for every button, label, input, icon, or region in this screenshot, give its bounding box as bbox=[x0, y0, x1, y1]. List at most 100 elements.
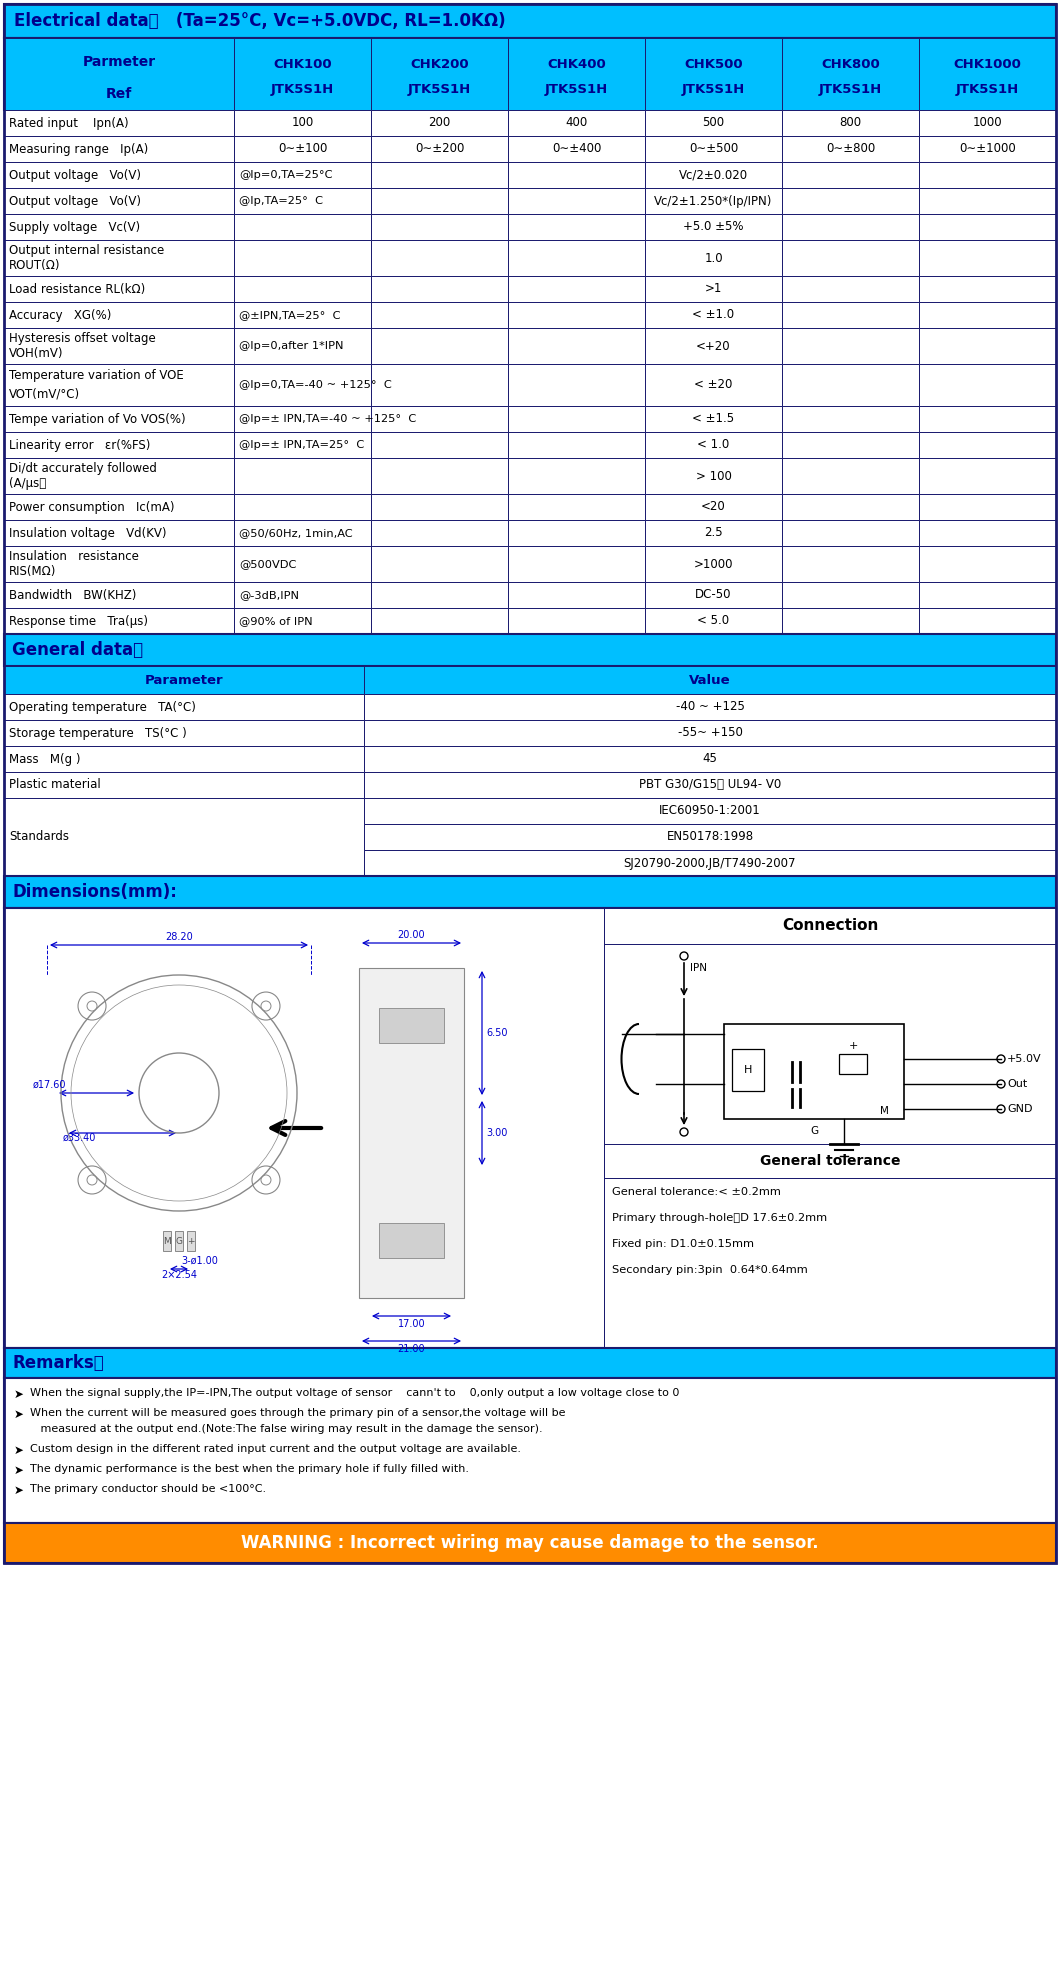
Text: (A/μs）: (A/μs） bbox=[8, 477, 47, 490]
Text: Power consumption   Ic(mA): Power consumption Ic(mA) bbox=[8, 500, 175, 514]
Text: Measuring range   Ip(A): Measuring range Ip(A) bbox=[8, 143, 148, 155]
Text: ➤: ➤ bbox=[14, 1483, 24, 1497]
Bar bbox=[782, 277, 919, 302]
Bar bbox=[644, 239, 782, 277]
Bar bbox=[782, 37, 919, 110]
Bar bbox=[4, 746, 1056, 771]
Bar bbox=[234, 37, 371, 110]
Bar bbox=[508, 188, 644, 214]
Text: 0∼±400: 0∼±400 bbox=[552, 143, 601, 155]
Text: CHK400: CHK400 bbox=[547, 57, 606, 71]
Text: >1: >1 bbox=[705, 283, 722, 296]
Bar bbox=[364, 824, 1056, 850]
Bar bbox=[919, 520, 1056, 545]
Text: Mass   M(g ): Mass M(g ) bbox=[8, 753, 81, 765]
Text: Value: Value bbox=[689, 673, 730, 687]
Bar bbox=[371, 494, 508, 520]
Bar bbox=[508, 494, 644, 520]
Bar bbox=[4, 135, 234, 163]
Bar bbox=[919, 135, 1056, 163]
Bar bbox=[782, 432, 919, 457]
Bar bbox=[234, 135, 371, 163]
Text: 0∼±1000: 0∼±1000 bbox=[959, 143, 1015, 155]
Bar bbox=[4, 37, 234, 110]
Bar bbox=[4, 110, 234, 135]
Text: 500: 500 bbox=[703, 116, 725, 129]
Text: GND: GND bbox=[1007, 1105, 1032, 1114]
Bar bbox=[4, 875, 1056, 908]
Text: Standards: Standards bbox=[8, 830, 69, 844]
Text: JTK5S1H: JTK5S1H bbox=[819, 84, 882, 96]
Bar bbox=[4, 583, 1056, 608]
Bar bbox=[4, 432, 1056, 457]
Bar bbox=[4, 302, 1056, 328]
Bar bbox=[508, 110, 644, 135]
Bar bbox=[732, 1050, 764, 1091]
Text: Linearity error   εr(%FS): Linearity error εr(%FS) bbox=[8, 438, 151, 451]
Bar bbox=[4, 277, 234, 302]
Text: @Ip=0,TA=-40 ~ +125°  C: @Ip=0,TA=-40 ~ +125° C bbox=[238, 381, 392, 390]
Text: < 1.0: < 1.0 bbox=[697, 438, 729, 451]
Text: Output internal resistance: Output internal resistance bbox=[8, 243, 164, 257]
Bar bbox=[371, 608, 508, 634]
Bar bbox=[508, 214, 644, 239]
Bar bbox=[234, 365, 371, 406]
Bar bbox=[644, 432, 782, 457]
Bar bbox=[4, 302, 234, 328]
Text: SJ20790-2000,JB/T7490-2007: SJ20790-2000,JB/T7490-2007 bbox=[623, 857, 796, 869]
Text: When the signal supply,the IP=-IPN,The output voltage of sensor    cann't to    : When the signal supply,the IP=-IPN,The o… bbox=[30, 1387, 679, 1399]
Bar bbox=[4, 188, 1056, 214]
Bar bbox=[234, 328, 371, 365]
Bar bbox=[604, 1144, 1056, 1177]
Bar bbox=[4, 457, 1056, 494]
Text: JTK5S1H: JTK5S1H bbox=[682, 84, 745, 96]
Text: 45: 45 bbox=[703, 753, 718, 765]
Text: IEC60950-1:2001: IEC60950-1:2001 bbox=[659, 804, 761, 818]
Bar bbox=[4, 520, 234, 545]
Text: 800: 800 bbox=[840, 116, 862, 129]
Bar bbox=[919, 494, 1056, 520]
Bar bbox=[4, 799, 364, 875]
Text: DC-50: DC-50 bbox=[695, 589, 731, 602]
Text: Parameter: Parameter bbox=[144, 673, 224, 687]
Bar bbox=[364, 746, 1056, 771]
Bar bbox=[508, 457, 644, 494]
Text: @Ip=± IPN,TA=25°  C: @Ip=± IPN,TA=25° C bbox=[238, 439, 365, 449]
Text: +5.0V: +5.0V bbox=[1007, 1054, 1042, 1063]
Text: 0∼±800: 0∼±800 bbox=[826, 143, 876, 155]
Bar bbox=[234, 583, 371, 608]
Bar bbox=[919, 188, 1056, 214]
Text: -55~ +150: -55~ +150 bbox=[677, 726, 742, 740]
Text: CHK500: CHK500 bbox=[684, 57, 743, 71]
Text: G: G bbox=[810, 1126, 818, 1136]
Bar bbox=[508, 406, 644, 432]
Bar bbox=[371, 328, 508, 365]
Bar bbox=[508, 432, 644, 457]
Bar bbox=[4, 695, 1056, 720]
Bar bbox=[919, 37, 1056, 110]
Text: < ±1.5: < ±1.5 bbox=[692, 412, 735, 426]
Bar bbox=[644, 277, 782, 302]
Bar bbox=[234, 277, 371, 302]
Bar bbox=[782, 494, 919, 520]
Text: +5.0 ±5%: +5.0 ±5% bbox=[684, 220, 744, 233]
Bar bbox=[919, 110, 1056, 135]
Bar bbox=[4, 771, 1056, 799]
Bar bbox=[782, 163, 919, 188]
Text: ➤: ➤ bbox=[14, 1444, 24, 1458]
Bar bbox=[4, 1377, 1056, 1523]
Bar bbox=[4, 665, 1056, 695]
Text: VOT(mV/°C): VOT(mV/°C) bbox=[8, 388, 81, 400]
Bar bbox=[371, 545, 508, 583]
Text: CHK200: CHK200 bbox=[410, 57, 469, 71]
Bar bbox=[364, 850, 1056, 875]
Bar bbox=[359, 967, 464, 1299]
Text: G: G bbox=[176, 1236, 182, 1246]
Bar bbox=[919, 432, 1056, 457]
Bar bbox=[4, 1348, 1056, 1377]
Bar bbox=[508, 328, 644, 365]
Bar bbox=[604, 908, 1056, 944]
Text: 6.50: 6.50 bbox=[485, 1028, 508, 1038]
Text: ø33.40: ø33.40 bbox=[63, 1132, 96, 1144]
Bar bbox=[919, 163, 1056, 188]
